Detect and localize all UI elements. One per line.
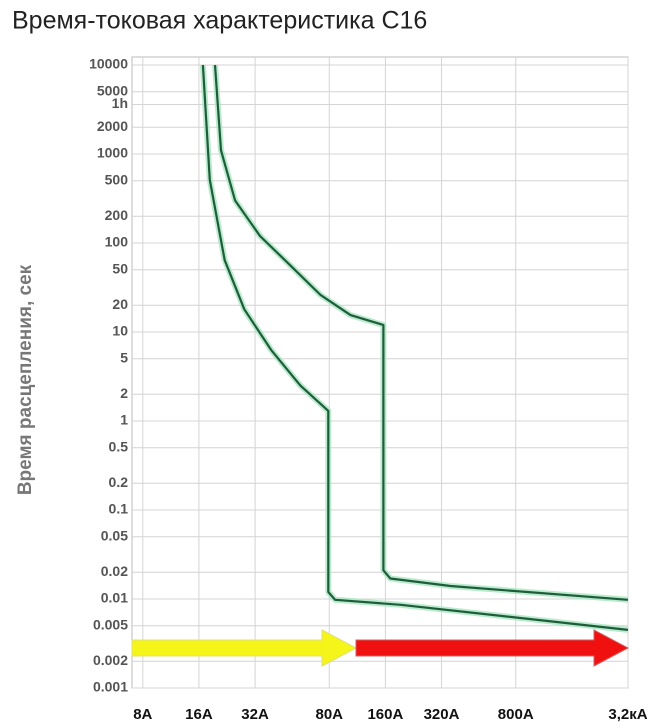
red-arrow: [355, 629, 630, 667]
y-axis-label: Время расцепления, сек: [15, 264, 36, 495]
y-tick-label: 1h: [112, 95, 128, 111]
y-tick-label: 500: [105, 171, 129, 187]
x-tick-label: 3,2кА: [608, 706, 647, 723]
y-tick-label: 1000: [97, 145, 128, 161]
x-tick-label: 160A: [367, 706, 403, 723]
yellow-arrow: [131, 629, 358, 667]
x-tick-label: 80A: [316, 706, 344, 723]
y-tick-label: 5000: [97, 82, 128, 98]
y-tick-label: 2: [120, 385, 128, 401]
x-tick-label: 320A: [424, 706, 460, 723]
y-tick-label: 0.01: [101, 590, 128, 606]
y-tick-label: 10000: [89, 56, 128, 72]
y-tick-label: 200: [105, 207, 129, 223]
x-tick-label: 800A: [498, 706, 534, 723]
y-tick-label: 0.1: [109, 501, 129, 517]
line: [201, 64, 629, 631]
chart-title: Время-токовая характеристика С16: [12, 7, 427, 35]
x-tick-label: 8A: [133, 706, 152, 723]
y-tick-label: 0.05: [101, 527, 128, 543]
y-tick-label: 10: [112, 323, 128, 339]
y-tick-label: 0.005: [93, 616, 128, 632]
y-tick-label: 0.5: [109, 438, 129, 454]
arrows: [131, 629, 630, 667]
y-tick-label: 5: [120, 349, 128, 365]
x-tick-label: 32A: [241, 706, 269, 723]
y-tick-label: 2000: [97, 118, 128, 134]
line: [213, 64, 629, 601]
line-glow: [199, 64, 629, 633]
y-tick-label: 0.02: [101, 563, 128, 579]
x-tick-label: 16A: [185, 706, 213, 723]
y-tick-label: 0.2: [109, 474, 129, 490]
y-tick-label: 100: [105, 234, 129, 250]
y-tick-label: 0.002: [93, 652, 128, 668]
y-tick-label: 20: [112, 296, 128, 312]
plot: [199, 64, 629, 633]
y-tick-label: 0.001: [93, 679, 128, 695]
y-tick-label: 1: [120, 412, 128, 428]
y-tick-label: 50: [112, 260, 128, 276]
